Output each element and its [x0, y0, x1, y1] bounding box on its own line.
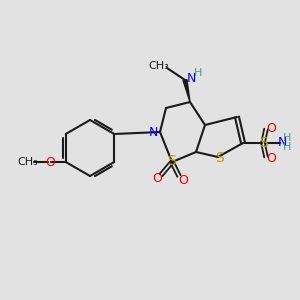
- Text: CH₃: CH₃: [148, 61, 170, 71]
- Text: N: N: [277, 136, 287, 148]
- Text: O: O: [266, 152, 276, 164]
- Text: O: O: [178, 173, 188, 187]
- Text: O: O: [45, 155, 55, 169]
- Text: S: S: [168, 154, 176, 168]
- Text: CH₃: CH₃: [17, 157, 38, 167]
- Text: S: S: [259, 136, 267, 150]
- Text: H: H: [283, 142, 291, 152]
- Text: H: H: [194, 68, 202, 78]
- Polygon shape: [183, 80, 190, 102]
- Text: N: N: [148, 125, 158, 139]
- Text: S: S: [214, 151, 224, 165]
- Text: N: N: [186, 71, 196, 85]
- Text: O: O: [152, 172, 162, 185]
- Text: H: H: [283, 133, 291, 143]
- Text: O: O: [266, 122, 276, 134]
